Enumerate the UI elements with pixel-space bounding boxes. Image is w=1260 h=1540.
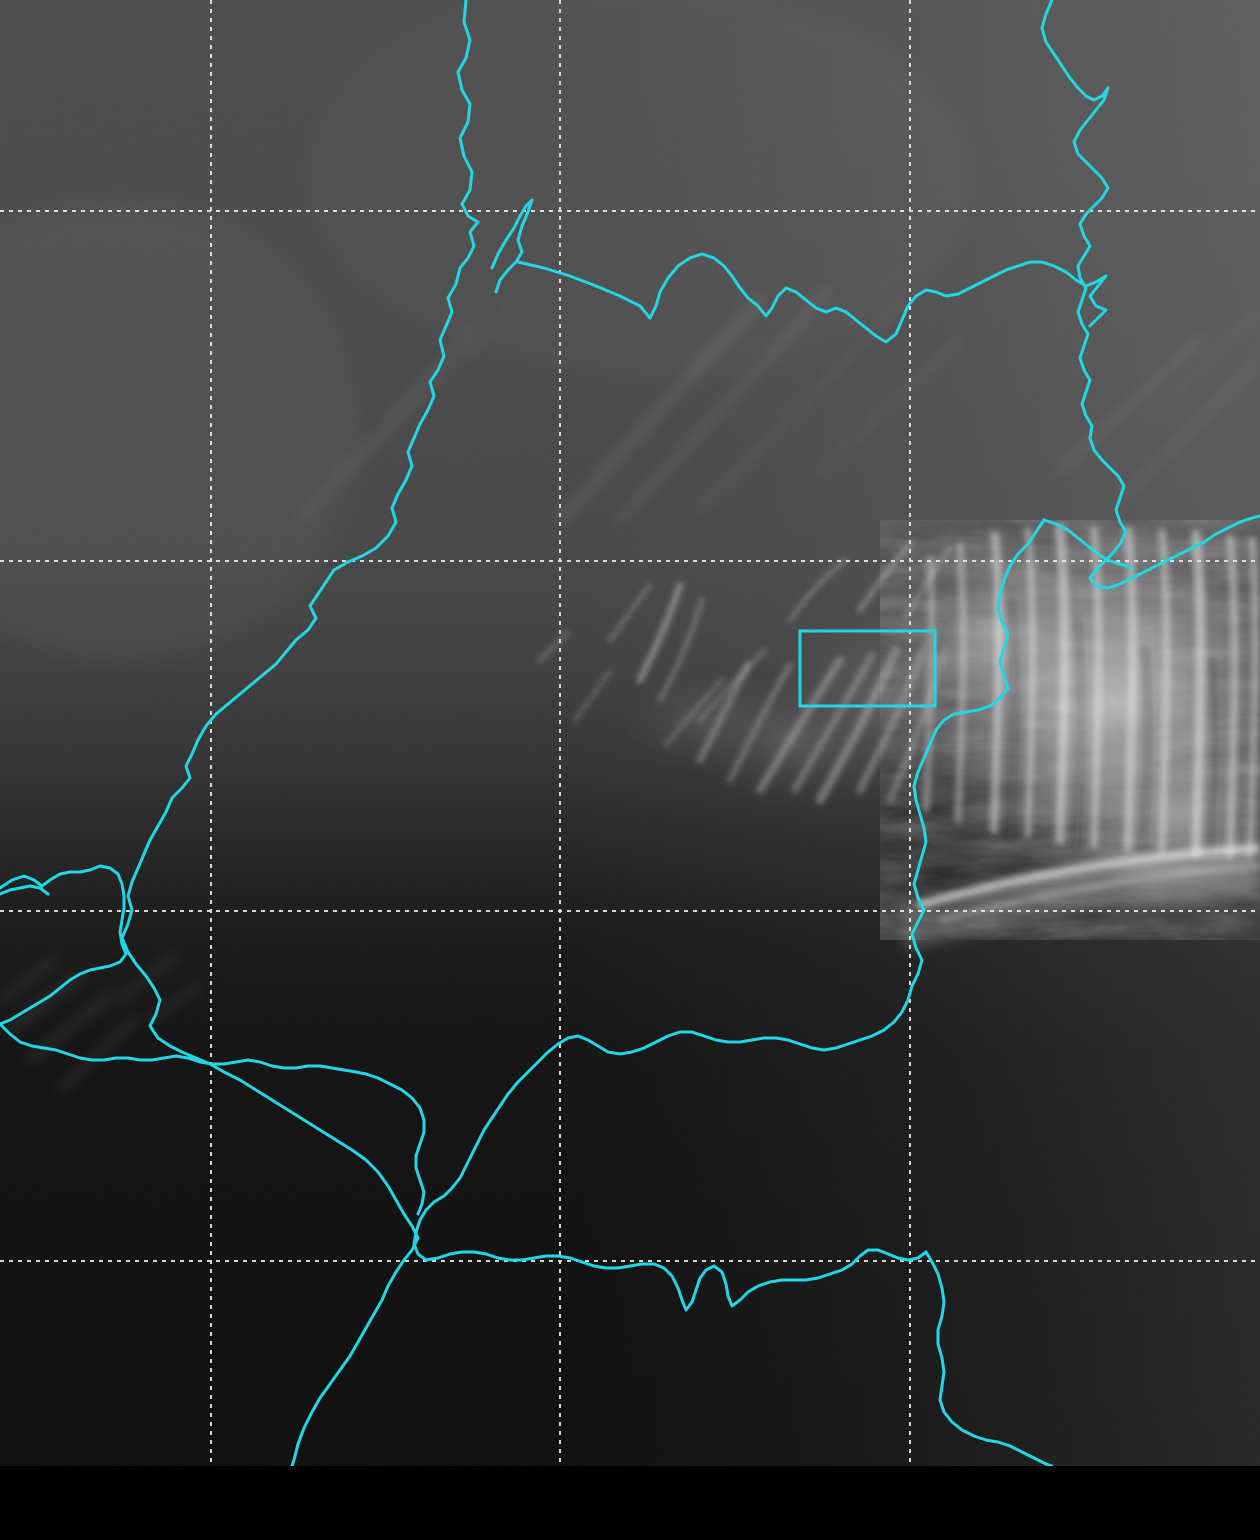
imagery-layers xyxy=(0,0,1260,1466)
boundary-central-north-south xyxy=(412,728,1054,1466)
boundary-upper-east-west xyxy=(516,252,1088,344)
satellite-imagery-svg xyxy=(0,0,1260,1466)
sensor-grain-overlay xyxy=(0,0,1260,1466)
geographic-boundary-overlay xyxy=(0,0,1260,1466)
latlon-graticule xyxy=(0,0,1260,1466)
boundary-upper-spur xyxy=(490,198,534,294)
boundary-ne-branch xyxy=(1084,274,1108,328)
analysis-domain-box[interactable] xyxy=(798,629,937,708)
boundary-lower-left-west xyxy=(0,1022,368,1076)
caption-bar: GOES-16 Band 10 Brightness Temperature [… xyxy=(0,1466,1260,1540)
boundary-ne-hook xyxy=(934,518,1046,732)
boundary-lake-west-arm xyxy=(0,884,50,896)
boundary-left-main xyxy=(120,0,480,1466)
boundary-ne-hook-upper xyxy=(1042,518,1134,570)
satellite-image-area xyxy=(0,0,1260,1466)
boundary-lower-left-lake xyxy=(0,864,128,1026)
boundary-river-meander xyxy=(364,1072,426,1216)
boundary-northeast-river xyxy=(1040,0,1260,590)
